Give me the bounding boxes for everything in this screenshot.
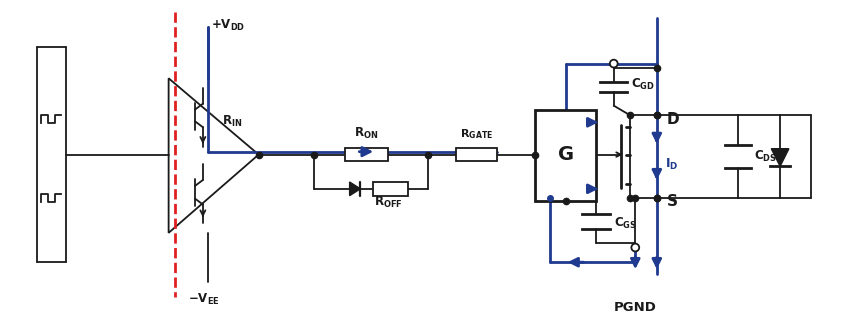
Circle shape bbox=[630, 244, 638, 252]
Polygon shape bbox=[771, 149, 788, 166]
Bar bbox=[456, 148, 497, 161]
Text: $\bf{R_{GATE}}$: $\bf{R_{GATE}}$ bbox=[460, 127, 493, 141]
Polygon shape bbox=[349, 182, 360, 196]
Text: $\bf{C_{GS}}$: $\bf{C_{GS}}$ bbox=[613, 216, 636, 231]
Text: $\bf{R_{OFF}}$: $\bf{R_{OFF}}$ bbox=[374, 194, 403, 210]
Text: S: S bbox=[666, 194, 677, 209]
Text: $\bf{R_{IN}}$: $\bf{R_{IN}}$ bbox=[222, 114, 242, 129]
Text: $\bf{C_{GD}}$: $\bf{C_{GD}}$ bbox=[630, 77, 654, 92]
Text: $\bf{R_{ON}}$: $\bf{R_{ON}}$ bbox=[354, 126, 378, 141]
Text: D: D bbox=[666, 112, 679, 127]
Text: $\bf{I_D}$: $\bf{I_D}$ bbox=[664, 157, 678, 172]
Text: $\bf{+V_{DD}}$: $\bf{+V_{DD}}$ bbox=[210, 18, 245, 33]
Text: PGND: PGND bbox=[613, 301, 656, 314]
Text: G: G bbox=[557, 145, 573, 164]
Bar bbox=[535, 110, 596, 201]
Circle shape bbox=[609, 60, 617, 68]
Text: $\bf{C_{DS}}$: $\bf{C_{DS}}$ bbox=[753, 149, 776, 164]
Text: $\bf{-V_{EE}}$: $\bf{-V_{EE}}$ bbox=[188, 292, 219, 307]
Bar bbox=[344, 148, 387, 161]
Bar bbox=[373, 182, 408, 196]
